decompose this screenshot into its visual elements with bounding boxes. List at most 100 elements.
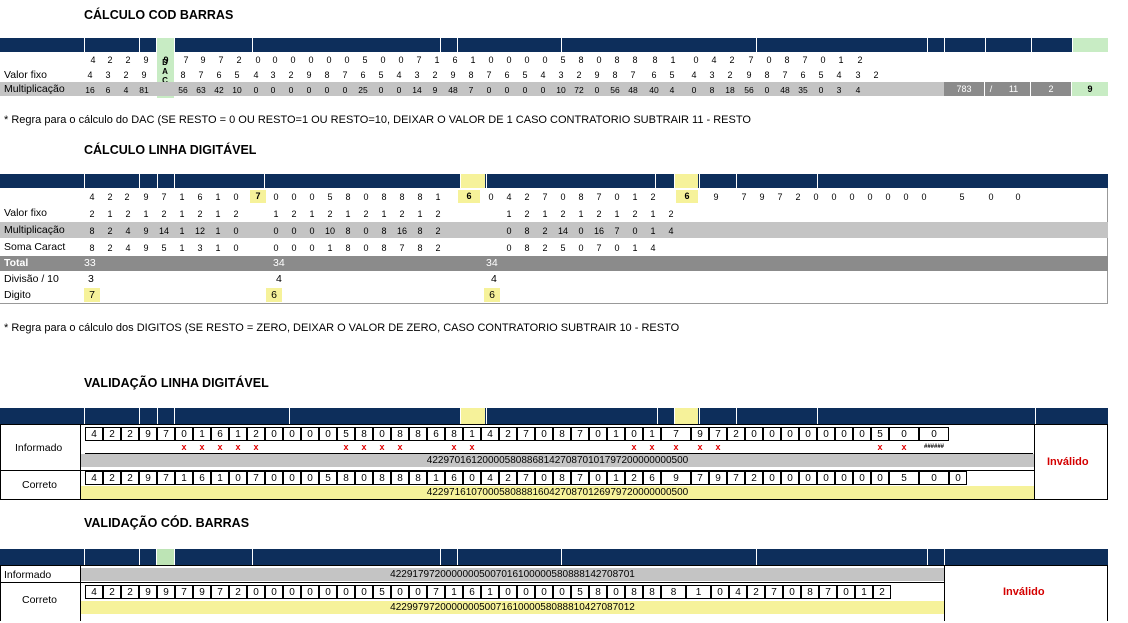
val-cod-header (0, 549, 1108, 565)
informado-digit: 0 (265, 427, 283, 441)
correto-digit: 6 (445, 471, 463, 485)
fixo-value: 2 (435, 209, 441, 219)
mult-value: 0 (764, 85, 770, 95)
cod-digit: 8 (614, 55, 620, 65)
cod-digit: 8 (578, 55, 584, 65)
fixo-value: 2 (432, 70, 438, 80)
correto-digit: 2 (103, 471, 121, 485)
correto-digit: 5 (319, 471, 337, 485)
error-mark: x (715, 442, 721, 452)
informado-digit: 9 (139, 427, 157, 441)
informado-digit: 2 (727, 427, 745, 441)
correto-digit: 6 (193, 471, 211, 485)
informado-digit: 0 (763, 427, 781, 441)
correto-digit: 1 (175, 471, 193, 485)
linha-digit: 0 (614, 192, 620, 202)
informado-digit: 2 (247, 427, 265, 441)
soma-value: 1 (215, 243, 221, 253)
mult-value: 4 (123, 85, 129, 95)
mult-value: 42 (214, 85, 224, 95)
mult-value: 48 (628, 85, 638, 95)
correto-digit: 2 (745, 471, 763, 485)
linha-digit: 0 (813, 192, 819, 202)
fixo-value: 2 (327, 209, 333, 219)
mult-value: 8 (417, 226, 423, 236)
fixo-value: 3 (105, 70, 111, 80)
correto-digit: 8 (589, 585, 607, 599)
soma-value: 5 (560, 243, 566, 253)
cod-digit: 1 (838, 55, 844, 65)
digito-value: 7 (84, 288, 100, 302)
cod-digit: 0 (542, 55, 548, 65)
error-mark: x (379, 442, 385, 452)
divider (0, 582, 945, 583)
soma-caract-label: Soma Caract (4, 241, 66, 253)
mult-value: 25 (358, 85, 368, 95)
cod-barras-title: CÁLCULO COD BARRAS (84, 8, 234, 22)
mult-value: 10 (556, 85, 566, 95)
soma-value: 8 (524, 243, 530, 253)
fixo-value: 3 (414, 70, 420, 80)
fixo-value: 1 (143, 209, 149, 219)
val-cod-frame (0, 565, 1108, 621)
correto-digit: 0 (355, 471, 373, 485)
divider (80, 565, 81, 621)
correto-digit: 0 (607, 585, 625, 599)
fixo-value: 2 (873, 70, 879, 80)
linha-digit: 0 (488, 192, 494, 202)
mult-value: 1 (650, 226, 656, 236)
fixo-value: 1 (345, 209, 351, 219)
val-linha-header-7 (486, 408, 656, 424)
linha-digit: 8 (399, 192, 405, 202)
informado-digit: 7 (661, 427, 691, 441)
fixo-value: 2 (632, 209, 638, 219)
val-linha-header-1 (84, 408, 138, 424)
linha-digit: 2 (524, 192, 530, 202)
informado-full: 4229701612000058088681427087010179720000… (81, 454, 1034, 467)
soma-value: 7 (596, 243, 602, 253)
cod-header-6 (440, 38, 456, 52)
fixo-value: 1 (506, 209, 512, 219)
soma-value: 4 (125, 243, 131, 253)
linha-digitavel-title: CÁLCULO LINHA DIGITÁVEL (84, 143, 257, 157)
fixo-value: 2 (197, 209, 203, 219)
fixo-value: 1 (179, 209, 185, 219)
correto-digit: 9 (193, 585, 211, 599)
linha-digit: 1 (215, 192, 221, 202)
correto-digit: 4 (729, 585, 747, 599)
correto-digit: 7 (819, 585, 837, 599)
fixo-value: 2 (89, 209, 95, 219)
correto-digit: 8 (553, 471, 571, 485)
digitos-rule-note: * Regra para o cálculo dos DIGITOS (SE R… (4, 322, 680, 334)
informado-digit: 0 (835, 427, 853, 441)
linha-digit: 6 (676, 190, 698, 203)
val-linha-header-13 (1035, 408, 1108, 424)
correto-digit: 0 (409, 585, 427, 599)
mult-value: 14 (557, 226, 568, 236)
correto-digit: 7 (427, 585, 445, 599)
informado-digit: 5 (337, 427, 355, 441)
fixo-value: 3 (270, 70, 276, 80)
cod-digit: 0 (344, 55, 350, 65)
linha-digit: 2 (107, 192, 113, 202)
fixo-value: 1 (309, 209, 315, 219)
fixo-value: 4 (87, 70, 93, 80)
correto-digit: 2 (747, 585, 765, 599)
cod-digit: 9 (143, 55, 149, 65)
digito-label: Digito (4, 289, 31, 301)
linha-digit: 1 (435, 192, 441, 202)
informado-digit: 9 (691, 427, 709, 441)
multiplicacao-label: Multiplicação (4, 83, 65, 95)
mult-value: 56 (744, 85, 754, 95)
fixo-value: 9 (746, 70, 752, 80)
mult-value: 0 (378, 85, 384, 95)
correto-digit: 1 (427, 471, 445, 485)
linha-digit: 7 (777, 192, 783, 202)
mult-value: 0 (691, 85, 697, 95)
validacao-linha-table: Informado Correto 4 2 2 9 7 0 x 1 x 6 x 1 x 2 x 0 0 0 0 5 x 8 x 0… (0, 408, 1108, 500)
cod-digit: 0 (596, 55, 602, 65)
val-cod-header-2 (139, 549, 154, 565)
cod-header-4 (174, 38, 252, 52)
linha-digit: 9 (759, 192, 765, 202)
correto-digit: 2 (873, 585, 891, 599)
